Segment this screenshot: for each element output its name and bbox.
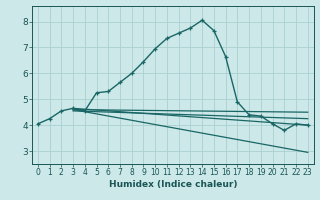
X-axis label: Humidex (Indice chaleur): Humidex (Indice chaleur) [108, 180, 237, 189]
